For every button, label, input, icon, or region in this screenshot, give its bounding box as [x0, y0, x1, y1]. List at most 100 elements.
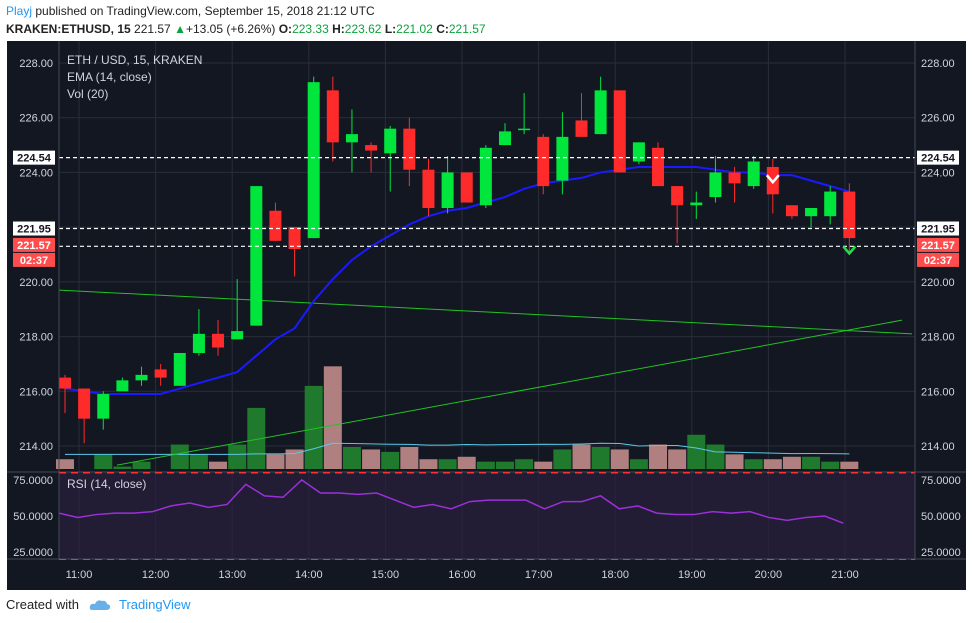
volume-bars: [56, 366, 859, 469]
time-tick: 13:00: [218, 569, 246, 581]
volume-bar: [94, 454, 113, 469]
close-label: C:: [436, 22, 449, 36]
volume-bar: [170, 444, 189, 469]
published-line: Playj published on TradingView.com, Sept…: [6, 4, 375, 18]
candle-body: [116, 380, 129, 392]
right-price-tick: 214.00: [921, 441, 955, 453]
candle-body: [173, 352, 186, 386]
right-last-price-tag: 221.57: [921, 240, 955, 252]
volume-ma-line: [65, 442, 850, 455]
candle-body: [441, 172, 454, 208]
time-tick: 20:00: [755, 569, 783, 581]
change-value: +13.05 (+6.26%): [185, 22, 276, 36]
volume-bar: [744, 459, 763, 469]
right-level-tag: 221.95: [921, 224, 955, 236]
volume-bar: [323, 366, 342, 469]
candle-body: [250, 186, 263, 326]
candle-body: [728, 172, 741, 184]
last-price: 221.57: [134, 22, 171, 36]
volume-bar: [553, 449, 572, 469]
rsi-line: [58, 479, 844, 524]
author-link[interactable]: Playj: [6, 4, 33, 18]
volume-bar: [629, 459, 648, 469]
volume-bar: [495, 461, 514, 469]
candle-body: [479, 147, 492, 206]
volume-bar: [610, 449, 629, 469]
volume-bar: [381, 451, 400, 469]
candle-body: [345, 134, 358, 143]
left-countdown-tag-bg: [13, 252, 55, 267]
volume-bar: [572, 444, 591, 469]
tradingview-link[interactable]: TradingView: [118, 597, 191, 612]
right-last-price-tag-bg: [917, 237, 959, 252]
candle-body: [575, 120, 588, 137]
volume-bar: [362, 449, 381, 469]
volume-bar: [189, 454, 208, 469]
left-level-tag-bg: [13, 221, 55, 236]
candle-body: [537, 136, 550, 187]
volume-bar: [763, 459, 782, 469]
published-text: published on TradingView.com, September …: [35, 4, 375, 18]
candle-body: [652, 147, 665, 187]
candle-body: [556, 136, 569, 181]
high-label: H:: [332, 22, 345, 36]
candle-body: [307, 82, 320, 239]
left-price-tick: 214.00: [19, 441, 53, 453]
time-tick: 19:00: [678, 569, 706, 581]
ema-polyline: [64, 165, 850, 396]
volume-bar: [649, 444, 668, 469]
left-price-tick: 224.00: [19, 167, 53, 179]
candle-body: [97, 394, 110, 419]
right-price-tick: 218.00: [921, 332, 955, 344]
volume-bar: [304, 385, 323, 469]
candle-body: [671, 186, 684, 206]
candle-body: [690, 202, 703, 206]
candle-body: [403, 128, 416, 170]
volume-bar: [113, 466, 132, 469]
time-tick: 14:00: [295, 569, 323, 581]
left-countdown-tag: 02:37: [20, 255, 48, 267]
open-label: O:: [278, 22, 293, 36]
left-rsi-tick: 75.0000: [13, 475, 53, 487]
axes: 228.00228.00226.00226.00224.00224.00222.…: [13, 41, 961, 581]
change-up-icon: ▲: [174, 22, 186, 36]
price-chart[interactable]: 228.00228.00226.00226.00224.00224.00222.…: [7, 41, 966, 590]
time-tick: 15:00: [372, 569, 400, 581]
candle-body: [384, 128, 397, 154]
trend-line-up: [116, 319, 903, 466]
volume-bar: [209, 461, 228, 469]
volume-bar: [56, 459, 74, 469]
right-price-tick: 220.00: [921, 277, 955, 289]
right-countdown-tag: 02:37: [924, 255, 952, 267]
candle-body: [59, 377, 71, 389]
right-price-tick: 226.00: [921, 113, 955, 125]
volume-bar: [840, 461, 859, 469]
legend-title: ETH / USD, 15, KRAKEN: [67, 53, 202, 67]
rsi-legend: RSI (14, close): [67, 477, 146, 491]
volume-bar: [802, 456, 821, 469]
volume-bar: [821, 461, 840, 469]
candle-body: [288, 227, 301, 250]
legend-ema: EMA (14, close): [67, 70, 152, 84]
candle-body: [632, 142, 645, 162]
candle-body: [805, 207, 818, 217]
volume-bar: [266, 454, 285, 469]
left-price-tick: 226.00: [19, 113, 53, 125]
created-with-text: Created with: [6, 597, 79, 612]
volume-bar: [457, 456, 476, 469]
volume-bar: [515, 459, 534, 469]
ohlc-line: KRAKEN:ETHUSD, 15 221.57 ▲+13.05 (+6.26%…: [6, 22, 486, 36]
left-last-price-tag-bg: [13, 237, 55, 252]
candle-body: [785, 205, 798, 217]
candle-body: [365, 145, 378, 151]
right-level-tag-bg: [917, 150, 959, 165]
candle-body: [269, 210, 282, 241]
volume-bar: [228, 444, 247, 469]
candle-body: [326, 90, 339, 143]
left-price-tick: 228.00: [19, 58, 53, 70]
candle-body: [747, 161, 760, 187]
volume-bar: [668, 449, 687, 469]
low-label: L:: [384, 22, 397, 36]
high-value: 223.62: [344, 22, 382, 36]
left-price-tick: 220.00: [19, 277, 53, 289]
